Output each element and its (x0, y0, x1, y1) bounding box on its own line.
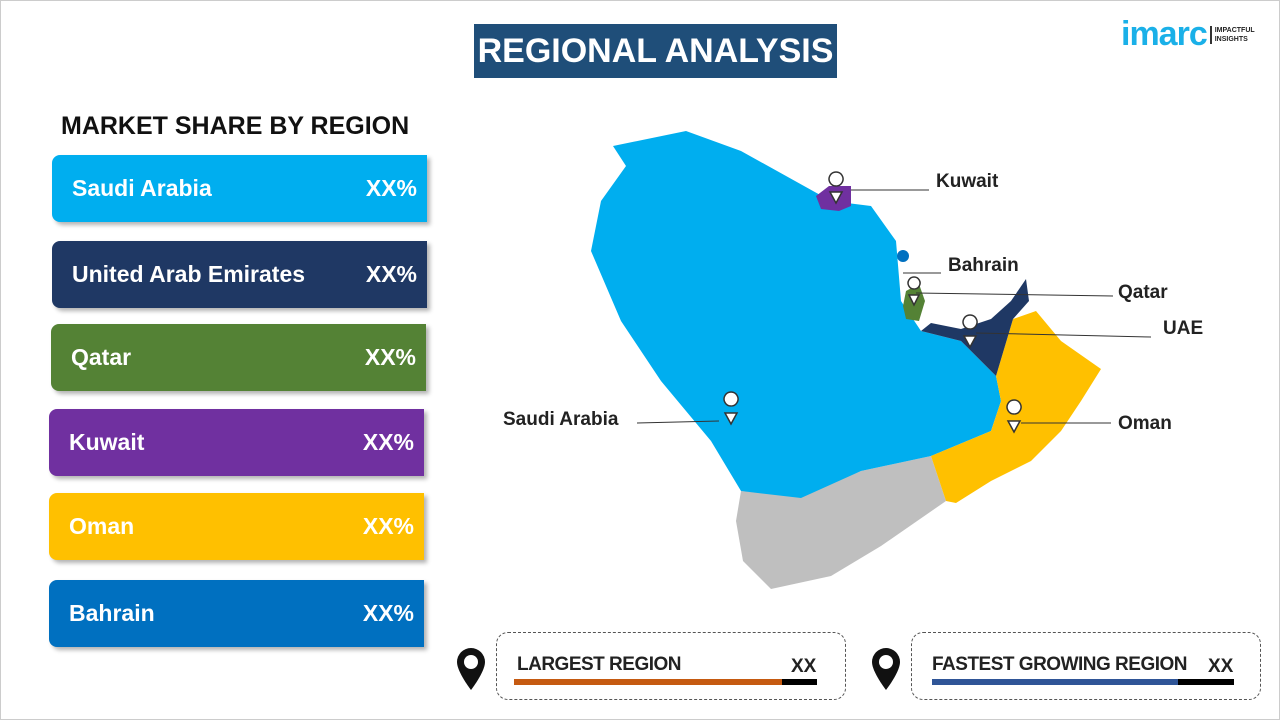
fastest-region-label: FASTEST GROWING REGION (932, 654, 1188, 675)
fastest-region-bar (932, 679, 1178, 685)
saudi-arabia-region (591, 131, 1001, 498)
largest-region-bar-end (782, 679, 817, 685)
fastest-growing-region-card: FASTEST GROWING REGION XX (911, 632, 1261, 700)
yemen-region (736, 456, 946, 589)
largest-region-value: XX (791, 656, 817, 677)
region-share: XX% (364, 344, 416, 370)
largest-region-bar (514, 679, 782, 685)
logo-word: imarc (1121, 15, 1208, 53)
region-bar: Saudi Arabia XX% (52, 155, 427, 222)
bahrain-marker (897, 250, 909, 262)
region-bar: Qatar XX% (51, 324, 426, 391)
region-bar: Oman XX% (49, 493, 424, 560)
imarc-logo: imarc IMPACTFUL INSIGHTS (1121, 15, 1255, 54)
leader-lines (636, 189, 1152, 424)
label-uae: UAE (1163, 318, 1204, 339)
region-share: XX% (365, 261, 417, 287)
label-oman: Oman (1118, 413, 1172, 434)
page-title: REGIONAL ANALYSIS (474, 24, 837, 78)
region-name: United Arab Emirates (72, 261, 306, 287)
region-name: Oman (69, 513, 135, 539)
logo-tagline: IMPACTFUL INSIGHTS (1209, 25, 1255, 44)
region-name: Kuwait (69, 429, 145, 455)
market-share-heading: MARKET SHARE BY REGION (61, 112, 410, 140)
largest-region-card: LARGEST REGION XX (496, 632, 846, 700)
region-name: Qatar (71, 344, 132, 370)
map-pin-icon (872, 648, 900, 690)
region-bar: United Arab Emirates XX% (52, 241, 427, 308)
label-bahrain: Bahrain (948, 255, 1019, 276)
region-share: XX% (365, 175, 417, 201)
region-share: XX% (362, 600, 414, 626)
region-name: Bahrain (69, 600, 155, 626)
label-kuwait: Kuwait (936, 171, 999, 192)
fastest-region-bar-end (1178, 679, 1234, 685)
region-share: XX% (362, 429, 414, 455)
region-share: XX% (362, 513, 414, 539)
location-pins (723, 171, 1022, 434)
fastest-region-value: XX (1208, 656, 1234, 677)
region-name: Saudi Arabia (72, 175, 212, 201)
largest-region-label: LARGEST REGION (517, 654, 682, 675)
region-bar: Bahrain XX% (49, 580, 424, 647)
label-qatar: Qatar (1118, 282, 1168, 303)
label-saudi-arabia: Saudi Arabia (503, 409, 619, 430)
region-bar: Kuwait XX% (49, 409, 424, 476)
map-pin-icon (457, 648, 485, 690)
